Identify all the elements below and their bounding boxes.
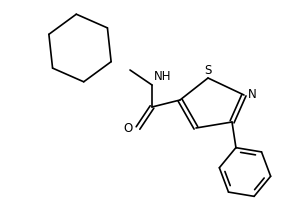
Text: S: S: [204, 64, 212, 77]
Text: NH: NH: [154, 70, 172, 83]
Text: O: O: [124, 122, 133, 136]
Text: N: N: [248, 88, 257, 102]
